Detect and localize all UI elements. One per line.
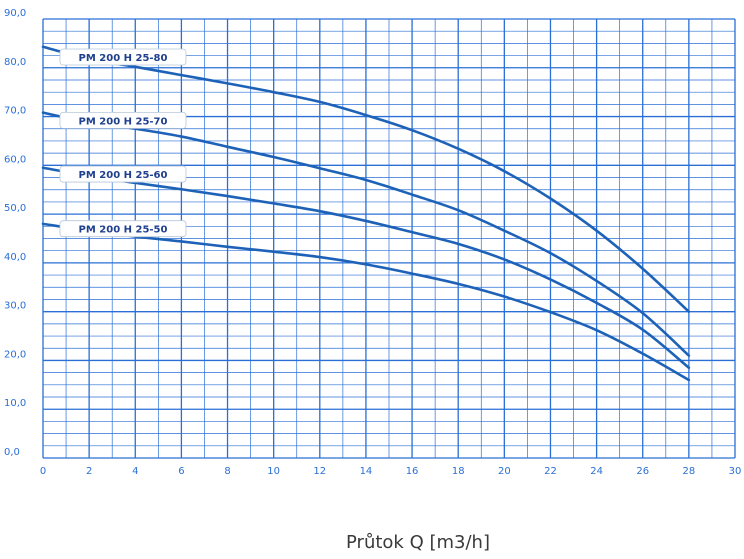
x-tick-label: 24 (590, 466, 603, 477)
x-tick-label: 0 (40, 466, 46, 477)
y-tick-label: 40,0 (4, 252, 26, 263)
series-label-box (59, 165, 187, 183)
x-tick-label: 4 (132, 466, 138, 477)
series-labels: PM 200 H 25-80 PM 200 H 25-70 PM 200 H 25-… (59, 48, 187, 238)
x-tick-label: 16 (406, 466, 419, 477)
x-tick-label: 10 (267, 466, 280, 477)
y-tick-label: 0,0 (4, 447, 20, 458)
y-tick-label: 50,0 (4, 203, 26, 214)
x-tick-label: 30 (729, 466, 742, 477)
y-tick-label: 30,0 (4, 301, 26, 312)
x-tick-label: 6 (178, 466, 184, 477)
y-tick-label: 80,0 (4, 57, 26, 68)
curve-series-2 (41, 111, 691, 357)
x-tick-label: 22 (544, 466, 557, 477)
y-tick-label: 70,0 (4, 106, 26, 117)
x-tick-label: 26 (636, 466, 649, 477)
y-tick-labels: 0,0 10,0 20,0 30,0 40,0 50,0 60,0 70,0 80,0 90,0 (4, 8, 26, 458)
x-tick-label: 14 (360, 466, 373, 477)
series-label: PM 200 H 25-50 (79, 225, 168, 236)
series-label-box (59, 220, 187, 238)
series-label-box (59, 48, 187, 66)
series-label: PM 200 H 25-80 (79, 53, 168, 64)
series-label: PM 200 H 25-70 (79, 116, 168, 127)
curve-series-1 (41, 45, 691, 313)
x-tick-label: 20 (498, 466, 511, 477)
curve-series-4 (41, 222, 691, 382)
x-tick-label: 12 (313, 466, 326, 477)
curve-series-3 (41, 166, 691, 370)
x-tick-label: 28 (682, 466, 695, 477)
x-tick-labels: 0 2 4 6 8 10 12 14 16 18 20 22 24 26 28 30 (40, 466, 742, 477)
y-tick-label: 60,0 (4, 154, 26, 165)
x-tick-label: 18 (452, 466, 465, 477)
grid (42, 18, 736, 459)
curves (41, 45, 691, 382)
series-label-box (59, 112, 187, 129)
x-tick-label: 8 (224, 466, 230, 477)
x-tick-label: 2 (86, 466, 92, 477)
x-axis-title: Průtok Q [m3/h] (346, 532, 490, 553)
y-tick-label: 20,0 (4, 349, 26, 360)
series-label: PM 200 H 25-60 (79, 170, 168, 181)
y-tick-label: 10,0 (4, 398, 26, 409)
y-tick-label: 90,0 (4, 8, 26, 19)
